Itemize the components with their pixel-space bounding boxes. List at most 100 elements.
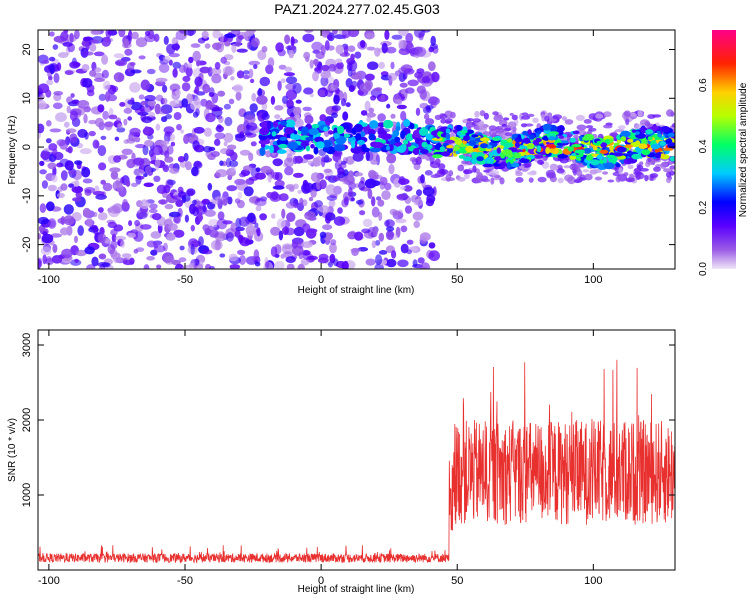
heatmap-cell: [265, 150, 272, 158]
heatmap-cell: [432, 154, 443, 159]
heatmap-cell: [425, 105, 434, 110]
heatmap-cell: [575, 114, 585, 121]
heatmap-cell: [416, 189, 422, 197]
heatmap-cell: [59, 227, 70, 236]
heatmap-cell: [345, 102, 351, 108]
heatmap-cell: [52, 148, 58, 156]
heatmap-cell: [251, 37, 260, 48]
heatmap-cell: [331, 112, 338, 119]
heatmap-cell: [412, 211, 424, 221]
heatmap-cell: [140, 100, 147, 106]
heatmap-cell: [61, 248, 73, 259]
heatmap-cell: [131, 31, 139, 40]
heatmap-cell: [64, 70, 74, 76]
heatmap-cell: [237, 191, 243, 200]
heatmap-cell: [184, 30, 196, 36]
heatmap-cell: [59, 158, 70, 167]
heatmap-cell: [366, 116, 372, 123]
heatmap-cell: [490, 177, 495, 185]
heatmap-cell: [108, 114, 118, 120]
colorbar-tick-label: 0.6: [698, 78, 709, 92]
heatmap-cell: [63, 204, 74, 215]
heatmap-cell: [465, 145, 474, 153]
heatmap-cell: [248, 68, 254, 79]
heatmap-cell: [129, 82, 141, 93]
heatmap-cell: [121, 253, 132, 259]
heatmap-cell: [651, 125, 657, 132]
colorbar-label: Normalized spectral amplitude: [738, 82, 749, 217]
heatmap-cell: [386, 258, 397, 268]
heatmap-cell: [385, 46, 397, 54]
heatmap-cell: [60, 170, 68, 181]
heatmap-cell: [162, 97, 168, 105]
heatmap-cell: [226, 144, 237, 150]
heatmap-x-label: Height of straight line (km): [298, 285, 415, 296]
heatmap-cell: [150, 231, 162, 239]
heatmap-cell: [311, 123, 320, 130]
heatmap-cell: [215, 169, 228, 178]
heatmap-cell: [507, 138, 513, 143]
heatmap-cell: [101, 262, 111, 268]
heatmap-cell: [417, 257, 425, 264]
heatmap-cell: [395, 98, 403, 105]
heatmap-y-label: Frequency (Hz): [7, 116, 18, 185]
heatmap-cell: [355, 183, 360, 189]
heatmap-cell: [256, 95, 268, 105]
heatmap-cell: [342, 260, 349, 269]
heatmap-cell: [67, 170, 77, 175]
heatmap-cell: [278, 143, 288, 149]
heatmap-cell: [557, 177, 564, 184]
heatmap-cell: [445, 118, 453, 124]
heatmap-cell: [374, 87, 383, 92]
heatmap-cell: [270, 246, 278, 257]
heatmap-cell: [303, 87, 314, 95]
heatmap-cell: [69, 133, 78, 144]
heatmap-cell: [375, 196, 382, 201]
heatmap-cell: [586, 154, 594, 161]
heatmap-cell: [415, 156, 422, 165]
heatmap-cell: [387, 72, 398, 81]
heatmap-cell: [259, 196, 268, 202]
heatmap-cell: [518, 165, 525, 170]
heatmap-cell: [320, 71, 332, 79]
heatmap-cell: [337, 207, 343, 214]
heatmap-cell: [367, 188, 373, 200]
heatmap-cell: [492, 111, 499, 116]
heatmap-cell: [192, 50, 201, 62]
heatmap-cell: [88, 119, 97, 125]
snr-series-line: [38, 359, 675, 564]
heatmap-cell: [90, 30, 101, 35]
heatmap-cell: [109, 205, 121, 214]
heatmap-cell: [274, 105, 284, 111]
heatmap-cell: [419, 232, 431, 242]
heatmap-cell: [146, 68, 156, 75]
heatmap-cell: [38, 123, 45, 134]
heatmap-cell: [226, 185, 237, 192]
heatmap-cell: [347, 30, 360, 38]
heatmap-cell: [65, 128, 77, 133]
heatmap-cell: [183, 134, 190, 145]
heatmap-cell: [82, 36, 91, 42]
heatmap-cell: [502, 149, 513, 156]
heatmap-cell: [302, 33, 315, 43]
heatmap-cell: [94, 117, 104, 128]
heatmap-cell: [479, 110, 486, 117]
heatmap-cell: [420, 174, 425, 184]
heatmap-cell: [418, 266, 428, 269]
heatmap-cell: [68, 183, 75, 188]
heatmap-cell: [438, 169, 449, 175]
heatmap-cell: [377, 113, 386, 122]
heatmap-cell: [293, 226, 305, 237]
heatmap-cell: [345, 156, 355, 165]
heatmap-cell: [609, 145, 614, 151]
heatmap-cell: [292, 106, 301, 116]
heatmap-cell: [319, 231, 327, 239]
heatmap-cell: [167, 179, 176, 186]
heatmap-cell: [357, 139, 365, 145]
heatmap-cell: [571, 144, 582, 148]
heatmap-cell: [155, 94, 164, 102]
heatmap-cell: [41, 180, 49, 189]
heatmap-cell: [479, 137, 490, 142]
heatmap-cell: [188, 56, 194, 64]
heatmap-cell: [259, 213, 267, 221]
